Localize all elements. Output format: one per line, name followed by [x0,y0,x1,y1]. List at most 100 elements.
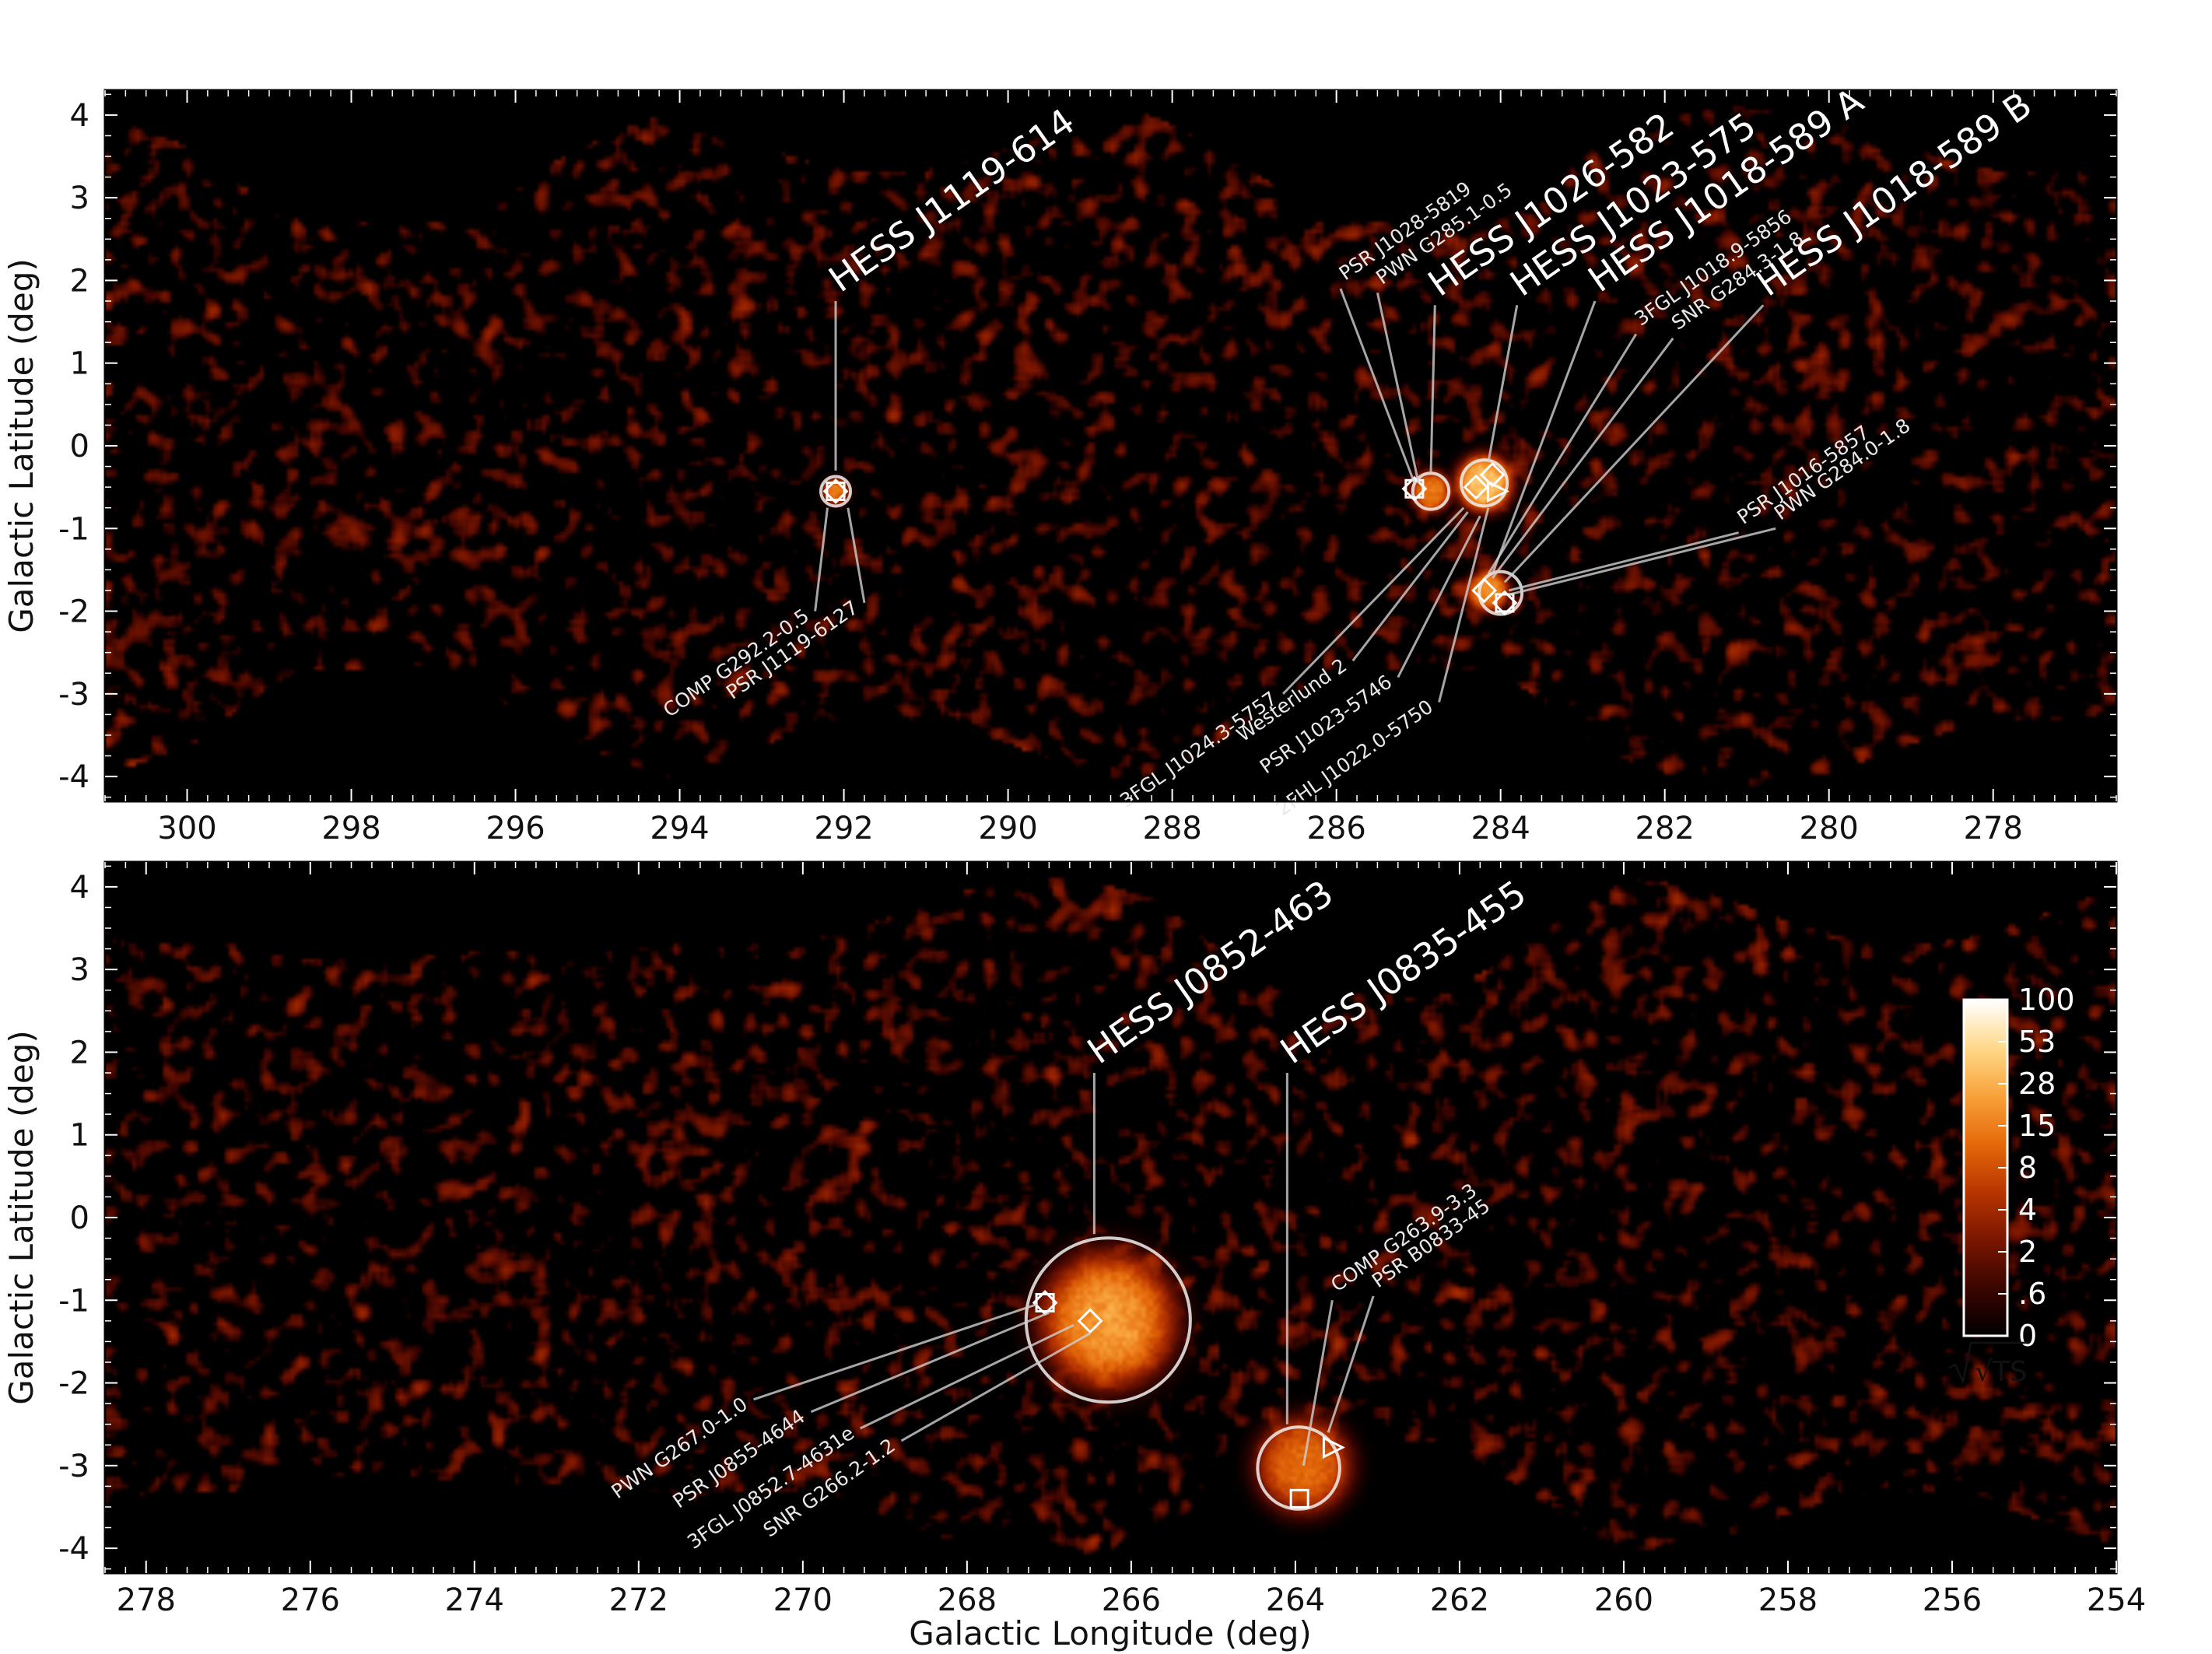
label-leader-line [1281,506,1465,695]
y-tick-label: -2 [58,594,89,630]
diamond-marker [1401,475,1428,502]
label-leader-line [1508,527,1776,596]
colorbar: 100 53 28 15 8 4 2 .6 0 √TS [1948,983,2075,1388]
y-tick-label: -1 [58,1283,89,1319]
label-leader-line [1487,305,1519,463]
x-tick-label: 282 [1635,811,1695,846]
y-tick-label: 3 [70,952,89,988]
x-tick-label: 254 [2087,1582,2146,1618]
top-panel-ticks: 300 298 296 294 292 290 288 286 284 282 280 278 4 3 2 1… [58,90,2117,846]
x-tick-label: 262 [1430,1582,1489,1618]
source-extent-circle [819,475,853,508]
y-tick-label: 1 [70,346,89,382]
label-leader-line [1491,337,1674,579]
x-tick-label: 296 [486,811,545,846]
diamond-marker [1471,577,1497,604]
x-tick-label: 258 [1758,1582,1818,1618]
x-tick-label: 278 [117,1582,176,1618]
source-extent-circle [1024,1236,1192,1404]
diamond-marker [1463,474,1489,500]
diamond-marker [1077,1308,1103,1334]
triangle-marker [1486,479,1509,503]
top-panel-tsmap [105,90,2116,801]
x-tick-label: 280 [1800,811,1859,846]
y-tick-label: 3 [70,180,89,216]
colorbar-tick-label: 2 [2018,1235,2037,1269]
source-extent-circle [1411,471,1451,511]
label-leader-line [1508,531,1740,592]
y-tick-label: -3 [58,677,89,713]
square-marker [826,481,846,501]
x-tick-label: 284 [1471,811,1530,846]
label-leader-line [1397,515,1481,678]
label-leader-line [1351,511,1469,662]
source-extent-circle [1478,569,1524,616]
x-tick-label: 268 [938,1582,997,1618]
y-tick-label: 0 [70,429,89,464]
x-tick-label: 300 [157,811,216,846]
square-marker [1289,1488,1309,1509]
y-tick-label: 0 [70,1200,89,1236]
top-panel-ylabel: Galactic Latitude (deg) [2,258,40,633]
colorbar-sqrt-icon [1948,1341,2029,1386]
label-leader-line [753,1303,1038,1401]
y-tick-label: 4 [70,870,89,906]
colorbar-tick-label: 28 [2018,1067,2056,1101]
y-tick-label: 1 [70,1118,89,1154]
colorbar-tick-label: 100 [2018,983,2075,1017]
y-tick-label: 4 [70,98,89,134]
x-tick-label: 288 [1142,811,1201,846]
x-tick-label: 298 [321,811,380,846]
x-tick-label: 278 [1964,811,2023,846]
colorbar-tick-label: 53 [2018,1025,2056,1059]
x-tick-label: 264 [1266,1582,1325,1618]
x-tick-label: 256 [1923,1582,1982,1618]
source-extent-circle [1460,458,1509,508]
label-leader-line [900,1332,1091,1442]
triangle-marker [1322,1435,1345,1459]
x-tick-label: 274 [445,1582,504,1618]
label-leader-line [814,507,829,611]
label-leader-line [1302,1300,1334,1467]
y-tick-label: -4 [58,759,89,795]
bottom-panel-ticks: 278 276 274 272 270 268 266 264 262 260 258 256 254 4… [58,862,2146,1618]
y-tick-label: -1 [58,511,89,547]
label-leader-line [1327,1295,1375,1433]
x-tick-label: 260 [1594,1582,1653,1618]
label-leader-line [1429,305,1436,474]
colorbar-tick-label: 0 [2018,1319,2037,1353]
y-tick-label: 2 [70,1035,89,1071]
colorbar-tick-label: 8 [2018,1151,2037,1185]
label-leader-line [1503,304,1765,583]
label-leader-line [810,1311,1050,1414]
x-tick-label: 272 [609,1582,668,1618]
square-marker [1495,593,1515,613]
bottom-panel-tsmap [105,862,2116,1573]
label-leader-line [1339,288,1416,484]
bottom-panel-xlabel: Galactic Longitude (deg) [909,1614,1312,1652]
x-tick-label: 276 [281,1582,340,1618]
label-leader-line [860,1323,1074,1430]
diamond-marker [822,478,849,504]
x-tick-label: 266 [1102,1582,1161,1618]
x-tick-label: 286 [1306,811,1365,846]
bottom-panel-ylabel: Galactic Latitude (deg) [2,1030,40,1405]
label-leader-line [847,507,866,604]
y-tick-label: 2 [70,263,89,299]
x-tick-label: 294 [650,811,709,846]
y-tick-label: -3 [58,1449,89,1484]
colorbar-ticks: 100 53 28 15 8 4 2 .6 0 [1998,983,2075,1353]
colorbar-label: √TS [1975,1356,2028,1388]
diamond-marker [1479,461,1506,488]
x-tick-label: 292 [814,811,873,846]
source-extent-circle [1256,1425,1341,1511]
label-leader-line [1438,507,1490,703]
diamond-marker [1492,590,1518,616]
square-marker [1035,1292,1055,1312]
label-leader-line [1487,333,1638,575]
y-tick-label: -2 [58,1366,89,1402]
x-tick-label: 290 [978,811,1037,846]
colorbar-tick-label: 15 [2018,1109,2056,1143]
